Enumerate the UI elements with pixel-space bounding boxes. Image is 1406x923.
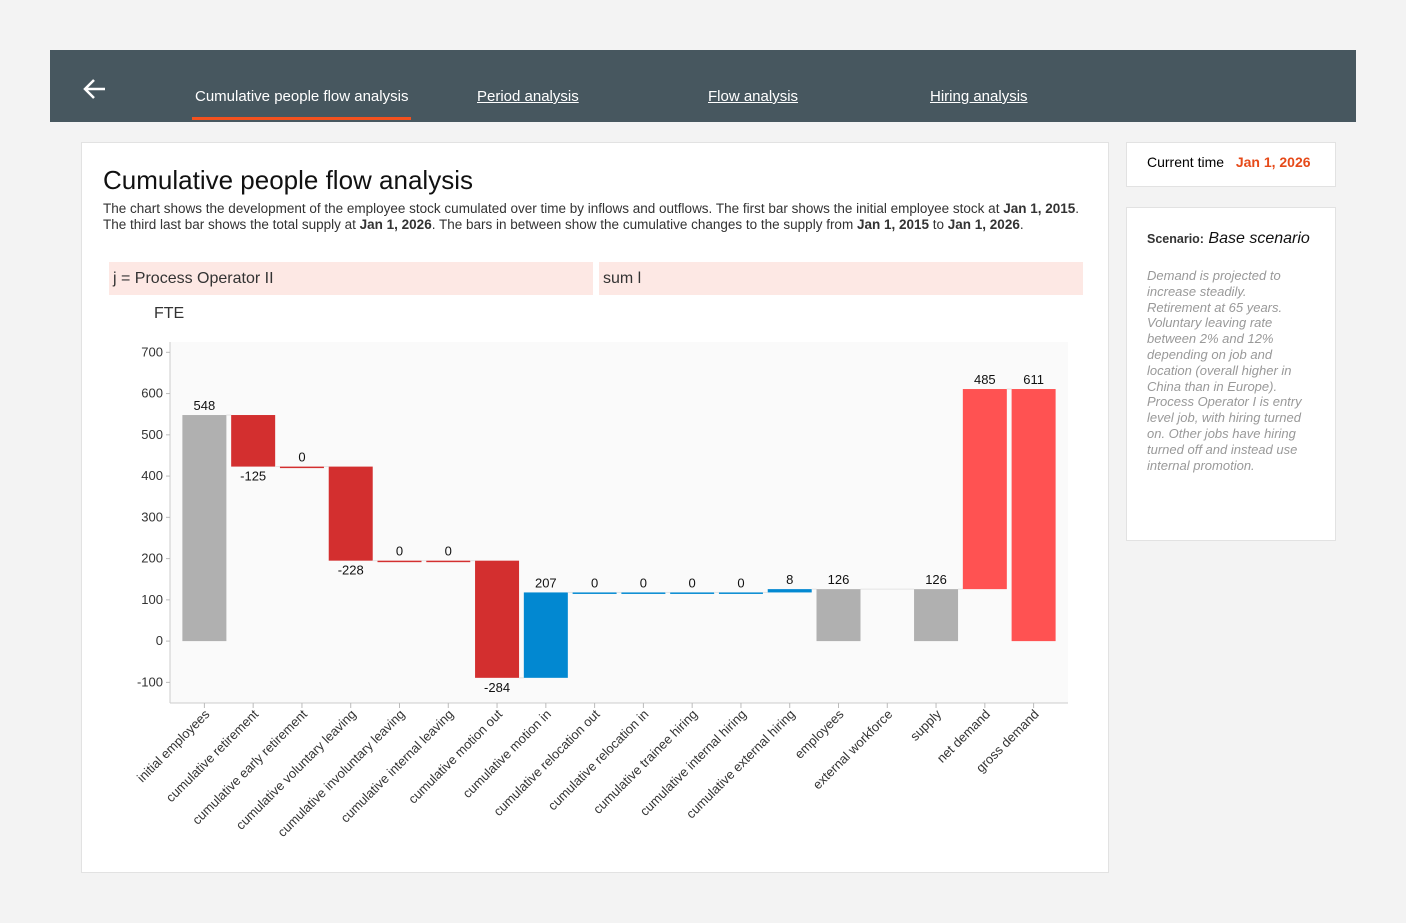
description-text: . [1019,217,1024,232]
description-text: The chart shows the development of the e… [103,201,1004,216]
tab[interactable]: Cumulative people flow analysis [192,88,412,120]
bar [182,415,227,642]
data-label: 126 [828,572,850,587]
y-tick-label: 500 [141,427,163,442]
filter[interactable]: sum l [599,262,1083,295]
bar [816,589,861,642]
data-label: 0 [396,544,403,559]
current-time-panel: Current time Jan 1, 2026 [1126,142,1336,187]
description: The chart shows the development of the e… [103,201,1103,233]
data-label: -228 [338,563,364,578]
scenario-name: Base scenario [1208,230,1310,247]
y-tick-label: 600 [141,386,163,401]
description-text: to [929,217,948,232]
data-label: -284 [484,680,510,695]
description-text: Jan 1, 2026 [947,217,1020,232]
x-tick-label: supply [907,706,945,744]
y-tick-label: 300 [141,509,163,524]
data-label: -125 [240,469,266,484]
y-tick-label: 700 [141,344,163,359]
data-label: 0 [689,575,696,590]
plot-area [170,342,1068,703]
data-label: 0 [298,450,305,465]
card-title: Cumulative people flow analysis [103,165,473,195]
tab[interactable]: Flow analysis [708,88,799,105]
current-time-label: Current time [1147,154,1225,170]
x-tick-label: cumulative motion in [460,707,554,801]
data-label: 207 [535,575,557,590]
bar [718,592,763,594]
description-line: The third last bar shows the total suppl… [103,217,1103,233]
header-bar: Cumulative people flow analysis Period a… [50,50,1356,122]
description-text: Jan 1, 2015 [856,217,930,232]
description-text: . The bars in between show the cumulativ… [431,217,857,232]
scenario-panel: Scenario: Base scenario Demand is projec… [1126,207,1336,541]
data-label: 0 [737,575,744,590]
bar [231,415,276,467]
data-label: 126 [925,572,947,587]
data-label: 485 [974,372,996,387]
data-label: 0 [640,575,647,590]
y-axis-label: FTE [154,305,184,322]
bar [767,589,812,593]
data-label: 8 [786,572,793,587]
bar [377,560,422,563]
description-text: Jan 1, 2026 [359,217,432,232]
y-tick-label: 100 [141,592,163,607]
bar [621,592,666,594]
y-tick-label: 200 [141,551,163,566]
data-label: 0 [445,544,452,559]
scenario-note: Demand is projected to increase steadily… [1147,268,1302,473]
y-tick-label: 0 [156,633,163,648]
data-label: 611 [1023,372,1044,387]
tab[interactable]: Period analysis [477,88,579,105]
data-label: 548 [194,398,216,413]
bar [962,389,1007,590]
bar [426,560,471,563]
bar [572,592,617,594]
description-line: The chart shows the development of the e… [103,201,1103,217]
x-tick-label: cumulative motion out [405,706,505,806]
description-text: The third last bar shows the total suppl… [103,217,360,232]
bar [523,592,568,678]
current-time-value: Jan 1, 2026 [1235,154,1311,170]
y-tick-label: -100 [137,674,163,689]
tab[interactable]: Hiring analysis [930,88,1028,105]
y-tick-label: 400 [141,468,163,483]
filter[interactable]: j = Process Operator II [109,262,593,295]
bar [279,466,324,469]
description-text: Jan 1, 2015 [1003,201,1076,216]
bar [328,466,373,561]
data-label: 0 [591,575,598,590]
back-button[interactable] [83,78,107,100]
scenario-label: Scenario: [1147,232,1204,246]
bar [670,592,715,594]
bar [914,589,959,642]
bar [1011,389,1056,642]
description-text: . [1075,201,1080,216]
bar [475,560,520,678]
x-tick-label: cumulative retirement [163,706,262,805]
